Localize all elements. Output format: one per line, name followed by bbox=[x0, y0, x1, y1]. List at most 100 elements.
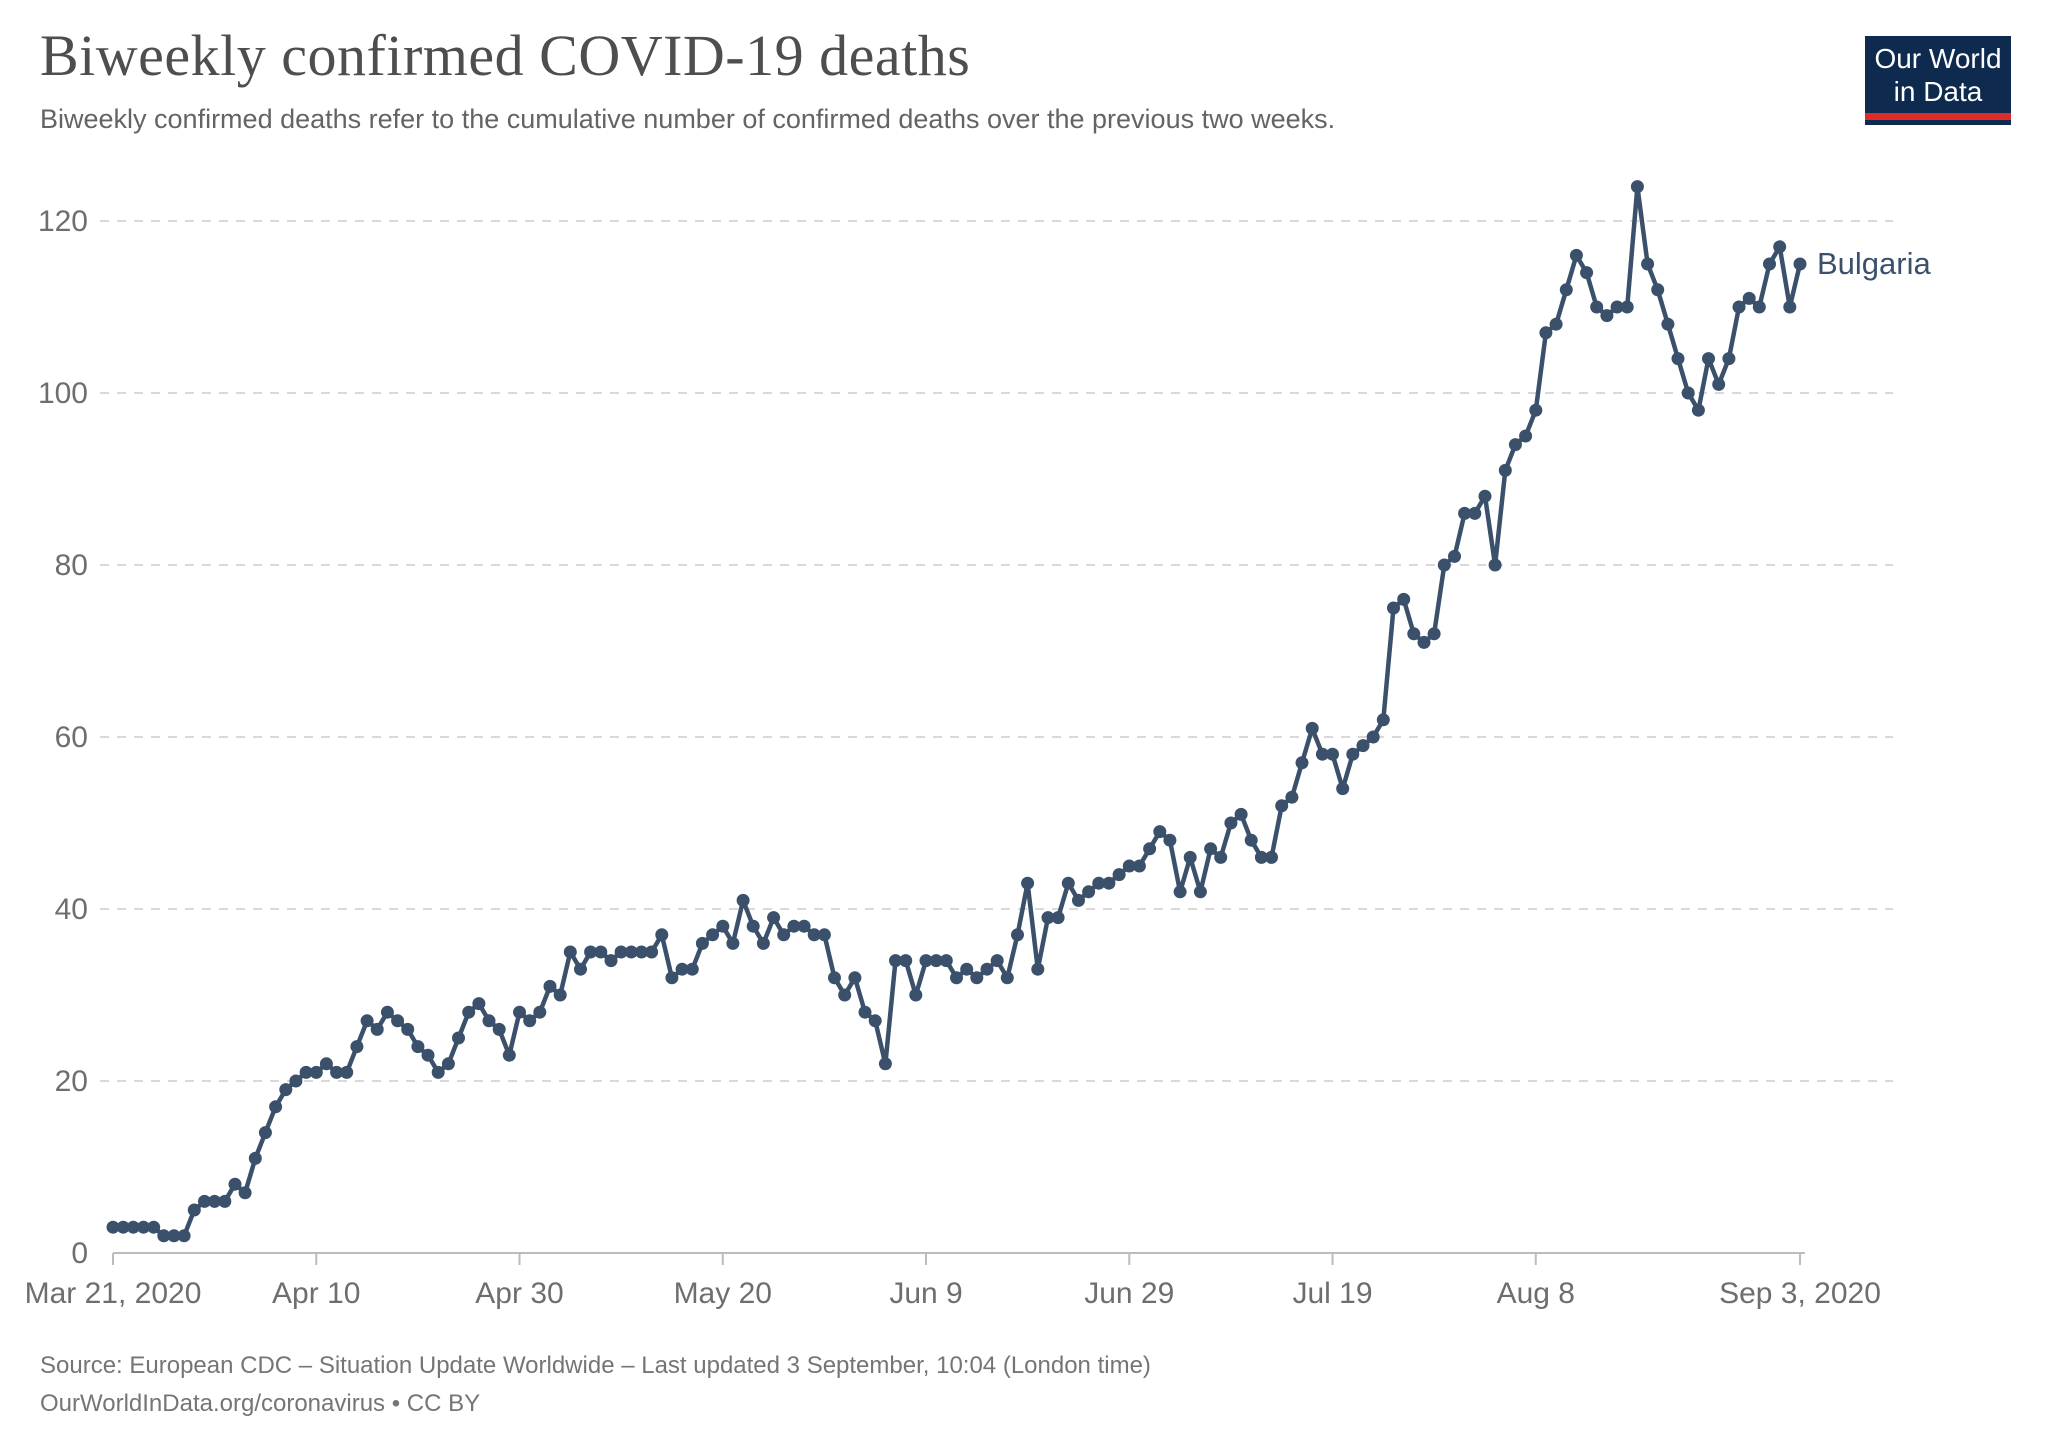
data-point[interactable] bbox=[523, 1014, 537, 1028]
data-line[interactable] bbox=[110, 184, 1803, 1239]
data-point[interactable] bbox=[1153, 825, 1167, 839]
data-point[interactable] bbox=[1376, 713, 1390, 727]
data-point[interactable] bbox=[807, 928, 821, 942]
data-point[interactable] bbox=[1559, 283, 1573, 297]
data-point[interactable] bbox=[706, 928, 720, 942]
data-point[interactable] bbox=[1478, 489, 1492, 503]
entity-label-bulgaria[interactable]: Bulgaria bbox=[1817, 246, 1931, 281]
data-point[interactable] bbox=[1569, 248, 1583, 262]
data-point[interactable] bbox=[1732, 300, 1746, 314]
data-point[interactable] bbox=[553, 988, 567, 1002]
data-point[interactable] bbox=[584, 945, 598, 959]
data-point[interactable] bbox=[1346, 747, 1360, 761]
data-point[interactable] bbox=[1763, 257, 1776, 271]
data-point[interactable] bbox=[279, 1083, 293, 1097]
owid-logo[interactable]: Our World in Data bbox=[1865, 36, 2011, 125]
data-point[interactable] bbox=[441, 1057, 455, 1071]
data-point[interactable] bbox=[1051, 911, 1065, 925]
data-point[interactable] bbox=[543, 979, 557, 993]
data-point[interactable] bbox=[1691, 403, 1705, 417]
data-point[interactable] bbox=[1112, 868, 1126, 882]
data-point[interactable] bbox=[614, 945, 628, 959]
data-point[interactable] bbox=[1183, 850, 1197, 864]
data-point[interactable] bbox=[1092, 876, 1106, 890]
data-point[interactable] bbox=[1122, 859, 1136, 873]
data-point[interactable] bbox=[533, 1005, 547, 1019]
data-point[interactable] bbox=[563, 945, 577, 959]
data-point[interactable] bbox=[167, 1229, 181, 1243]
data-point[interactable] bbox=[1132, 859, 1146, 873]
data-point[interactable] bbox=[431, 1065, 445, 1079]
data-point[interactable] bbox=[258, 1126, 272, 1140]
data-point[interactable] bbox=[380, 1005, 394, 1019]
data-point[interactable] bbox=[1163, 833, 1177, 847]
data-point[interactable] bbox=[1173, 885, 1187, 899]
data-point[interactable] bbox=[350, 1040, 364, 1054]
data-point[interactable] bbox=[1244, 833, 1258, 847]
data-point[interactable] bbox=[1508, 438, 1522, 452]
data-point[interactable] bbox=[492, 1022, 506, 1036]
data-point[interactable] bbox=[1620, 300, 1634, 314]
data-point[interactable] bbox=[1742, 291, 1756, 305]
data-point[interactable] bbox=[1072, 893, 1085, 907]
data-point[interactable] bbox=[817, 928, 831, 942]
data-point[interactable] bbox=[1011, 928, 1024, 942]
data-point[interactable] bbox=[157, 1229, 171, 1243]
data-point[interactable] bbox=[1031, 962, 1045, 976]
data-point[interactable] bbox=[1498, 463, 1512, 477]
data-point[interactable] bbox=[1234, 807, 1248, 821]
data-point[interactable] bbox=[695, 936, 709, 950]
data-point[interactable] bbox=[1397, 592, 1411, 606]
data-point[interactable] bbox=[401, 1022, 415, 1036]
data-point[interactable] bbox=[330, 1065, 344, 1079]
data-point[interactable] bbox=[411, 1040, 425, 1054]
data-point[interactable] bbox=[198, 1194, 211, 1208]
data-point[interactable] bbox=[1539, 326, 1553, 340]
data-point[interactable] bbox=[1549, 317, 1563, 331]
data-point[interactable] bbox=[462, 1005, 476, 1019]
data-point[interactable] bbox=[289, 1074, 303, 1088]
data-point[interactable] bbox=[248, 1151, 262, 1165]
data-point[interactable] bbox=[950, 971, 963, 985]
data-point[interactable] bbox=[513, 1005, 526, 1019]
data-point[interactable] bbox=[1224, 816, 1238, 830]
data-point[interactable] bbox=[1295, 756, 1309, 770]
data-point[interactable] bbox=[1275, 799, 1289, 813]
data-point[interactable] bbox=[899, 954, 913, 968]
data-point[interactable] bbox=[228, 1177, 242, 1191]
data-point[interactable] bbox=[675, 962, 689, 976]
data-point[interactable] bbox=[1143, 842, 1157, 856]
data-point[interactable] bbox=[421, 1048, 435, 1062]
data-point[interactable] bbox=[1793, 257, 1807, 271]
data-point[interactable] bbox=[452, 1031, 465, 1045]
data-point[interactable] bbox=[990, 954, 1004, 968]
data-point[interactable] bbox=[502, 1048, 516, 1062]
data-point[interactable] bbox=[126, 1220, 140, 1234]
data-point[interactable] bbox=[960, 962, 974, 976]
data-point[interactable] bbox=[1214, 850, 1228, 864]
data-point[interactable] bbox=[1305, 721, 1319, 735]
data-point[interactable] bbox=[340, 1065, 354, 1079]
data-point[interactable] bbox=[838, 988, 852, 1002]
data-point[interactable] bbox=[1671, 352, 1685, 366]
data-point[interactable] bbox=[604, 954, 618, 968]
data-point[interactable] bbox=[482, 1014, 496, 1028]
data-point[interactable] bbox=[137, 1220, 150, 1234]
data-point[interactable] bbox=[1773, 240, 1787, 254]
data-point[interactable] bbox=[1519, 429, 1533, 443]
data-point[interactable] bbox=[1458, 506, 1472, 520]
data-point[interactable] bbox=[1427, 627, 1441, 641]
data-point[interactable] bbox=[1712, 377, 1726, 391]
data-point[interactable] bbox=[1529, 403, 1543, 417]
data-point[interactable] bbox=[939, 954, 953, 968]
data-point[interactable] bbox=[797, 919, 811, 933]
data-point[interactable] bbox=[1265, 850, 1278, 864]
data-point[interactable] bbox=[1488, 558, 1502, 572]
data-point[interactable] bbox=[767, 911, 781, 925]
data-point[interactable] bbox=[187, 1203, 201, 1217]
data-point[interactable] bbox=[655, 928, 669, 942]
data-point[interactable] bbox=[1752, 300, 1766, 314]
data-point[interactable] bbox=[299, 1065, 313, 1079]
data-point[interactable] bbox=[594, 945, 608, 959]
